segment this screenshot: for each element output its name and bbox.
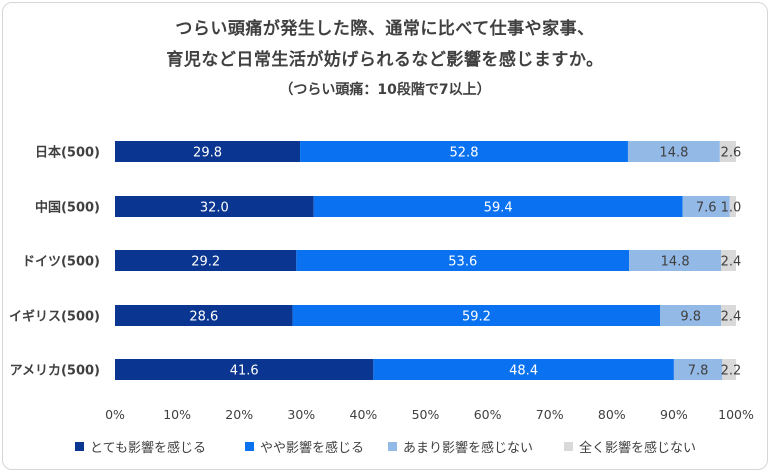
- category-label: イギリス(500): [9, 309, 100, 325]
- x-tick-label: 90%: [660, 407, 688, 422]
- bar-segment: [729, 196, 736, 217]
- data-label: 14.8: [659, 146, 688, 161]
- chart-legend: とても影響を感じる やや影響を感じる あまり影響を感じない 全く影響を感じない: [0, 437, 770, 457]
- bar-segment: [719, 141, 736, 162]
- x-tick-label: 10%: [163, 407, 191, 422]
- x-tick-label: 30%: [287, 407, 315, 422]
- data-label: 7.8: [688, 364, 709, 379]
- category-label: 中国(500): [35, 200, 100, 216]
- data-label: 28.6: [189, 310, 218, 325]
- data-label: 29.8: [193, 146, 222, 161]
- data-label: 1.0: [721, 201, 742, 216]
- bar-segment: [721, 250, 736, 271]
- legend-label: とても影響を感じる: [90, 441, 206, 456]
- data-label: 53.6: [448, 255, 477, 270]
- bar-segment: [115, 359, 374, 380]
- bar-segment: [673, 359, 723, 380]
- bar-segment: [660, 305, 722, 326]
- category-label: ドイツ(500): [22, 255, 100, 270]
- data-label: 2.4: [721, 255, 742, 270]
- bar-segment: [115, 250, 297, 271]
- data-label: 52.8: [450, 146, 479, 161]
- chart-title-line-1: つらい頭痛が発生した際、通常に比べて仕事や家事、: [175, 19, 595, 39]
- data-label: 2.6: [721, 146, 742, 161]
- bar-segment: [627, 141, 720, 162]
- x-tick-label: 100%: [718, 407, 754, 422]
- legend-label: やや影響を感じる: [260, 441, 365, 456]
- legend-swatch: [564, 442, 573, 451]
- data-label: 2.4: [721, 310, 742, 325]
- legend-label: 全く影響を感じない: [579, 441, 697, 456]
- data-label: 2.2: [721, 364, 742, 379]
- bar-segment: [373, 359, 674, 380]
- bar-segment: [296, 250, 630, 271]
- bar-segment: [292, 305, 661, 326]
- chart-title-line-2: 育児など日常生活が妨げられるなど影響を感じますか。: [166, 50, 604, 70]
- x-tick-label: 60%: [474, 407, 502, 422]
- bar-segment: [115, 141, 301, 162]
- bar-segment: [721, 305, 736, 326]
- x-tick-label: 20%: [225, 407, 253, 422]
- legend-swatch: [75, 442, 84, 451]
- bar-segment: [722, 359, 736, 380]
- category-label: 日本(500): [35, 145, 100, 161]
- bar-segment: [682, 196, 730, 217]
- data-label: 7.6: [696, 201, 717, 216]
- x-tick-label: 50%: [412, 407, 440, 422]
- data-label: 59.4: [484, 201, 513, 216]
- x-tick-label: 0%: [105, 407, 125, 422]
- data-label: 29.2: [191, 255, 220, 270]
- legend-swatch: [388, 442, 397, 451]
- x-tick-label: 70%: [536, 407, 564, 422]
- data-label: 14.8: [661, 255, 690, 270]
- chart-subtitle: （つらい頭痛：10段階で7以上）: [279, 82, 491, 98]
- legend-swatch: [245, 442, 254, 451]
- legend-item: 全く影響を感じない: [564, 437, 696, 456]
- bar-segment: [115, 196, 314, 217]
- bar-segment: [115, 305, 293, 326]
- data-label: 41.6: [230, 364, 259, 379]
- data-label: 32.0: [200, 201, 229, 216]
- bar-segment: [629, 250, 722, 271]
- legend-item: とても影響を感じる: [75, 437, 206, 456]
- legend-item: あまり影響を感じない: [388, 437, 533, 456]
- category-label: アメリカ(500): [10, 364, 100, 379]
- data-label: 9.8: [680, 310, 701, 325]
- data-label: 48.4: [509, 364, 538, 379]
- legend-label: あまり影響を感じない: [403, 441, 534, 456]
- bar-segment: [300, 141, 628, 162]
- x-tick-label: 40%: [350, 407, 378, 422]
- legend-item: やや影響を感じる: [245, 437, 364, 456]
- data-label: 59.2: [462, 310, 491, 325]
- bar-segment: [313, 196, 683, 217]
- x-tick-label: 80%: [598, 407, 626, 422]
